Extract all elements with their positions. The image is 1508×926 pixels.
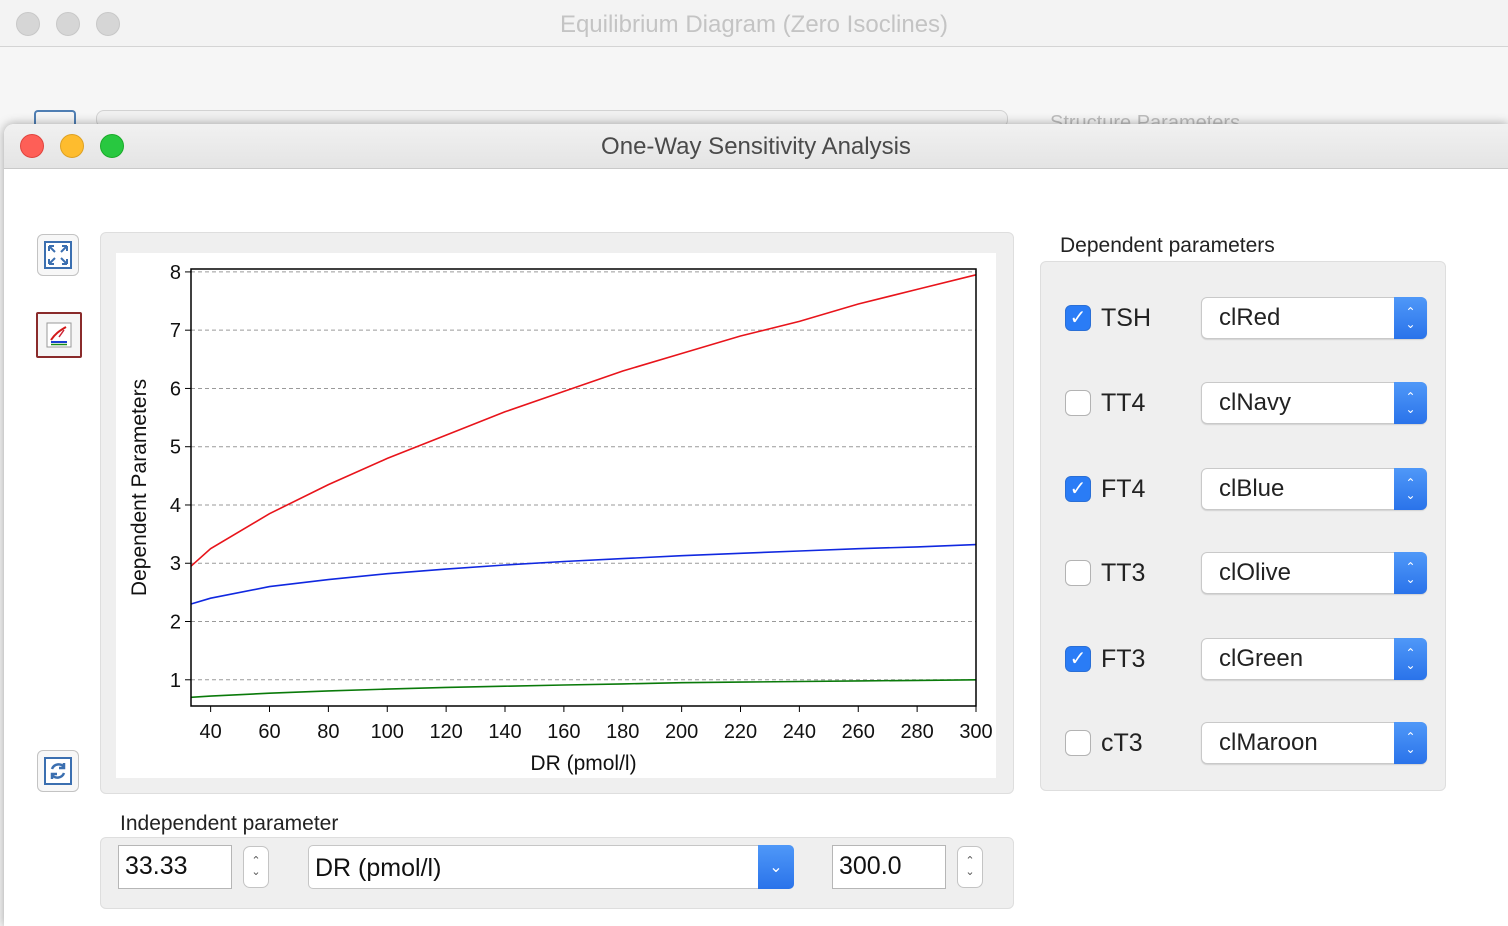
ft3-color-select[interactable]: clGreen ⌃ ⌄ [1201,638,1427,680]
x-tick-label: 260 [842,721,875,743]
x-tick-label: 280 [900,721,933,743]
y-tick-label: 1 [170,670,181,692]
background-maximize-button[interactable] [96,12,120,36]
minimize-button[interactable] [60,134,84,158]
max-value-field[interactable]: 300.0 [832,845,946,889]
chart-edit-icon [46,322,72,348]
tsh-label: TSH [1101,304,1151,332]
window-title: One-Way Sensitivity Analysis [601,133,911,160]
ft4-checkbox[interactable]: ✓ [1065,476,1091,502]
x-tick-label: 160 [547,721,580,743]
tt3-color-value: clOlive [1219,559,1292,586]
sensitivity-window: One-Way Sensitivity Analysis [4,124,1508,926]
plot-area [191,269,976,706]
chevron-down-icon[interactable]: ⌄ [758,845,794,889]
dependent-row-ct3: cT3 clMaroon ⌃ ⌄ [1041,722,1445,764]
ft3-checkbox[interactable]: ✓ [1065,646,1091,672]
chevron-up-down-icon[interactable]: ⌃ ⌄ [1394,382,1427,424]
x-tick-label: 140 [488,721,521,743]
ft3-label: FT3 [1101,645,1146,673]
y-tick-label: 4 [170,495,181,517]
x-tick-label: 300 [959,721,992,743]
chart-canvas: 1 2 3 4 5 6 7 8 40 60 80 100 120 140 160 180 200 220 240 26… [116,253,996,778]
dependent-row-tsh: ✓ TSH clRed ⌃ ⌄ [1041,297,1445,339]
close-button[interactable] [20,134,44,158]
ft4-color-select[interactable]: clBlue ⌃ ⌄ [1201,468,1427,510]
refresh-button[interactable] [37,750,79,792]
background-titlebar: Equilibrium Diagram (Zero Isoclines) [0,0,1508,47]
chevron-up-down-icon[interactable]: ⌃ ⌄ [1394,638,1427,680]
tt3-color-select[interactable]: clOlive ⌃ ⌄ [1201,552,1427,594]
dependent-row-ft3: ✓ FT3 clGreen ⌃ ⌄ [1041,638,1445,680]
series-line-2 [190,543,977,605]
independent-parameter-title: Independent parameter [120,812,339,835]
background-toolbar-icon [34,110,76,126]
ft3-color-value: clGreen [1219,645,1304,672]
dependent-row-ft4: ✓ FT4 clBlue ⌃ ⌄ [1041,468,1445,510]
maximize-button[interactable] [100,134,124,158]
x-axis-label: DR (pmol/l) [530,752,636,775]
y-tick-label: 8 [170,262,181,284]
chevron-up-down-icon[interactable]: ⌃ ⌄ [1394,468,1427,510]
dependent-parameters-panel: ✓ TSH clRed ⌃ ⌄ TT4 clNavy ⌃ ⌄ ✓ FT4 c [1040,261,1446,791]
ct3-checkbox[interactable] [1065,730,1091,756]
ct3-color-select[interactable]: clMaroon ⌃ ⌄ [1201,722,1427,764]
ct3-label: cT3 [1101,729,1143,757]
tt4-color-value: clNavy [1219,389,1292,416]
plot-frame [190,268,977,707]
chart-edit-button[interactable] [36,312,82,358]
chart-panel: 1 2 3 4 5 6 7 8 40 60 80 100 120 140 160 180 200 220 240 26… [100,232,1014,794]
min-value-field[interactable]: 33.33 [118,845,232,889]
background-close-button[interactable] [16,12,40,36]
tt3-label: TT3 [1101,559,1146,587]
x-tick-label: 40 [200,721,222,743]
x-tick-label: 240 [783,721,816,743]
ft4-color-value: clBlue [1219,475,1285,502]
min-value-stepper[interactable]: ⌃ ⌄ [243,846,269,888]
tsh-color-select[interactable]: clRed ⌃ ⌄ [1201,297,1427,339]
tt4-color-select[interactable]: clNavy ⌃ ⌄ [1201,382,1427,424]
x-tick-label: 120 [429,721,462,743]
x-tick-label: 200 [665,721,698,743]
tsh-color-value: clRed [1219,304,1281,331]
x-tick-label: 80 [317,721,339,743]
tt4-checkbox[interactable] [1065,390,1091,416]
y-tick-label: 6 [170,378,181,400]
independent-parameter-select[interactable]: DR (pmol/l) ⌄ [308,845,794,889]
series-line-3 [190,679,977,699]
refresh-icon [44,757,72,785]
y-axis-label: Dependent Parameters [128,379,151,596]
tt4-label: TT4 [1101,389,1146,417]
dependent-row-tt3: TT3 clOlive ⌃ ⌄ [1041,552,1445,594]
chevron-up-down-icon[interactable]: ⌃ ⌄ [1394,297,1427,339]
series-line-1 [190,274,977,567]
ct3-color-value: clMaroon [1219,729,1318,756]
x-tick-label: 60 [258,721,280,743]
expand-arrows-icon [44,241,72,269]
chevron-up-down-icon[interactable]: ⌃ ⌄ [1394,722,1427,764]
tt3-checkbox[interactable] [1065,560,1091,586]
background-minimize-button[interactable] [56,12,80,36]
y-tick-label: 3 [170,553,181,575]
window-titlebar[interactable]: One-Way Sensitivity Analysis [4,124,1508,169]
independent-parameter-panel: 33.33 ⌃ ⌄ DR (pmol/l) ⌄ 300.0 ⌃ ⌄ [100,837,1014,909]
ft4-label: FT4 [1101,475,1146,503]
dependent-parameters-title: Dependent parameters [1060,234,1275,257]
dependent-row-tt4: TT4 clNavy ⌃ ⌄ [1041,382,1445,424]
x-tick-label: 100 [371,721,404,743]
max-value-stepper[interactable]: ⌃ ⌄ [957,846,983,888]
zoom-button[interactable] [37,234,79,276]
y-tick-label: 7 [170,320,181,342]
y-tick-label: 2 [170,612,181,634]
x-tick-label: 180 [606,721,639,743]
sensitivity-chart: 1 2 3 4 5 6 7 8 40 60 80 100 120 140 160 180 200 220 240 26… [128,262,993,775]
chevron-up-down-icon[interactable]: ⌃ ⌄ [1394,552,1427,594]
independent-parameter-value: DR (pmol/l) [315,854,442,882]
tsh-checkbox[interactable]: ✓ [1065,305,1091,331]
y-tick-label: 5 [170,437,181,459]
window-content: 1 2 3 4 5 6 7 8 40 60 80 100 120 140 160 180 200 220 240 26… [4,169,1508,926]
background-window-title: Equilibrium Diagram (Zero Isoclines) [559,11,949,38]
x-tick-label: 220 [724,721,757,743]
